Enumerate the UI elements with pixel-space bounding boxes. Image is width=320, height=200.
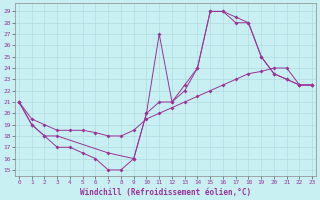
X-axis label: Windchill (Refroidissement éolien,°C): Windchill (Refroidissement éolien,°C) bbox=[80, 188, 251, 197]
